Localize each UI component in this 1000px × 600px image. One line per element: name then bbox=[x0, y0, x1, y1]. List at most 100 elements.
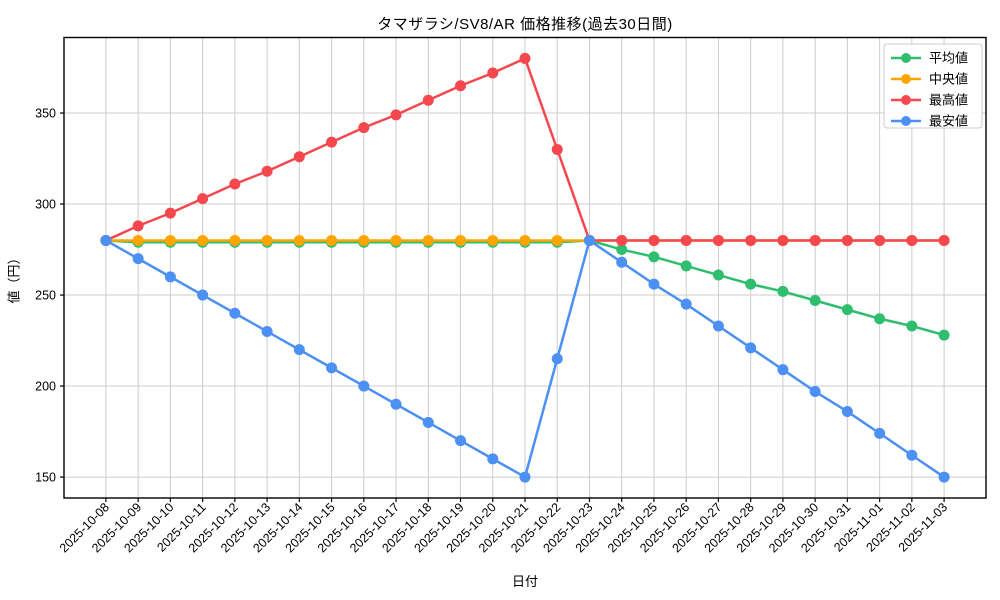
series-point-max bbox=[874, 234, 886, 246]
series-point-average bbox=[938, 329, 950, 341]
series-point-max bbox=[519, 52, 531, 64]
series-point-max bbox=[616, 234, 628, 246]
y-tick-label: 200 bbox=[35, 380, 56, 394]
series-point-min bbox=[100, 234, 112, 246]
series-point-max bbox=[487, 67, 499, 79]
series-point-max bbox=[164, 207, 176, 219]
series-point-average bbox=[712, 269, 724, 281]
series-point-max bbox=[745, 234, 757, 246]
series-point-median bbox=[390, 234, 402, 246]
series-point-min bbox=[648, 278, 660, 290]
y-tick-label: 350 bbox=[35, 107, 56, 121]
legend-label-max: 最高値 bbox=[929, 93, 968, 108]
series-point-average bbox=[777, 285, 789, 297]
series-point-min bbox=[487, 453, 499, 465]
series-point-max bbox=[809, 234, 821, 246]
x-axis-title: 日付 bbox=[511, 574, 538, 589]
series-point-median bbox=[551, 234, 563, 246]
series-point-min bbox=[455, 435, 467, 447]
series-point-average bbox=[874, 313, 886, 325]
chart-title: タマザラシ/SV8/AR 価格推移(過去30日間) bbox=[377, 16, 673, 33]
y-tick-label: 250 bbox=[35, 289, 56, 303]
series-point-min bbox=[551, 353, 563, 365]
series-point-min bbox=[583, 234, 595, 246]
series-point-max bbox=[551, 143, 563, 155]
series-point-max bbox=[906, 234, 918, 246]
series-point-average bbox=[841, 304, 853, 316]
series-point-average bbox=[906, 320, 918, 332]
series-point-max bbox=[777, 234, 789, 246]
legend-marker-dot-min bbox=[901, 116, 911, 126]
series-point-min bbox=[777, 364, 789, 376]
legend-marker-dot-median bbox=[901, 74, 911, 84]
series-point-max bbox=[648, 234, 660, 246]
legend-label-min: 最安値 bbox=[929, 114, 968, 129]
legend-item-min: 最安値 bbox=[891, 114, 968, 129]
legend-marker-dot-max bbox=[901, 95, 911, 105]
series-point-max bbox=[422, 94, 434, 106]
series-point-min bbox=[326, 362, 338, 374]
y-tick-label: 300 bbox=[35, 198, 56, 212]
y-axis-title: 値（円） bbox=[6, 251, 22, 304]
legend-label-median: 中央値 bbox=[929, 72, 968, 87]
series-point-min bbox=[616, 256, 628, 268]
series-point-max bbox=[938, 234, 950, 246]
series-point-min bbox=[197, 289, 209, 301]
series-point-max bbox=[132, 220, 144, 232]
series-point-min bbox=[519, 471, 531, 483]
series-point-min bbox=[745, 342, 757, 354]
legend-box bbox=[883, 43, 983, 129]
series-point-max bbox=[455, 80, 467, 92]
legend-item-max: 最高値 bbox=[891, 93, 968, 108]
series-point-max bbox=[358, 122, 370, 134]
series-point-max bbox=[680, 234, 692, 246]
series-point-median bbox=[455, 234, 467, 246]
series-point-max bbox=[197, 193, 209, 205]
series-point-min bbox=[809, 386, 821, 398]
series-point-median bbox=[519, 234, 531, 246]
series-point-max bbox=[326, 136, 338, 148]
series-point-average bbox=[680, 260, 692, 272]
series-point-median bbox=[132, 234, 144, 246]
series-point-max bbox=[390, 109, 402, 121]
series-point-average bbox=[745, 278, 757, 290]
series-point-median bbox=[326, 234, 338, 246]
series-point-median bbox=[487, 234, 499, 246]
series-point-min bbox=[164, 271, 176, 283]
series-point-median bbox=[261, 234, 273, 246]
legend-marker-dot-average bbox=[901, 53, 911, 63]
series-point-max bbox=[261, 165, 273, 177]
series-point-max bbox=[229, 178, 241, 190]
series-point-average bbox=[616, 244, 628, 256]
legend-item-median: 中央値 bbox=[891, 72, 968, 87]
series-point-min bbox=[132, 253, 144, 265]
series-point-min bbox=[358, 380, 370, 392]
series-point-median bbox=[358, 234, 370, 246]
series-point-max bbox=[712, 234, 724, 246]
series-point-average bbox=[648, 251, 660, 263]
series-point-median bbox=[229, 234, 241, 246]
series-point-min bbox=[422, 416, 434, 428]
series-point-min bbox=[680, 298, 692, 310]
series-point-min bbox=[841, 406, 853, 418]
series-point-min bbox=[938, 471, 950, 483]
legend-label-average: 平均値 bbox=[929, 51, 968, 66]
series-point-median bbox=[293, 234, 305, 246]
series-point-median bbox=[164, 234, 176, 246]
series-point-median bbox=[197, 234, 209, 246]
series-point-median bbox=[422, 234, 434, 246]
y-tick-label: 150 bbox=[35, 471, 56, 485]
series-point-max bbox=[841, 234, 853, 246]
series-point-min bbox=[390, 398, 402, 410]
series-point-min bbox=[906, 449, 918, 461]
series-point-min bbox=[293, 344, 305, 356]
series-point-min bbox=[261, 325, 273, 337]
series-point-min bbox=[874, 427, 886, 439]
series-point-min bbox=[229, 307, 241, 319]
legend-item-average: 平均値 bbox=[891, 51, 968, 66]
series-point-average bbox=[809, 295, 821, 307]
series-point-max bbox=[293, 151, 305, 163]
